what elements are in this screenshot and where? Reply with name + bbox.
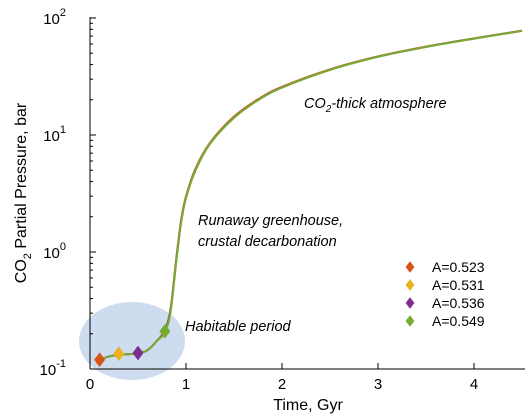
legend-marker — [405, 261, 415, 273]
legend-label: A=0.531 — [432, 277, 485, 293]
legend-label: A=0.523 — [432, 259, 485, 275]
x-tick-label: 3 — [374, 376, 382, 393]
legend-label: A=0.536 — [432, 295, 485, 311]
y-axis-label: CO2 Partial Pressure, bar — [13, 102, 34, 283]
annotation-co2-thick-atmosphere: CO2-thick atmosphere — [304, 96, 447, 115]
y-tick-label: 100 — [43, 241, 66, 262]
y-tick-label: 10-1 — [40, 358, 66, 379]
habitable-period-highlight — [79, 302, 185, 380]
legend-marker — [405, 279, 415, 291]
x-tick-label: 4 — [470, 376, 478, 393]
annotation-runaway-greenhouse-line1: Runaway greenhouse, — [198, 213, 343, 229]
legend-marker — [405, 297, 415, 309]
series-marker — [94, 352, 106, 368]
annotation-runaway-greenhouse-line2: crustal decarbonation — [198, 234, 337, 250]
legend-label: A=0.549 — [432, 313, 485, 329]
series-marker — [132, 345, 144, 361]
series-marker — [113, 346, 125, 362]
x-tick-label: 1 — [182, 376, 190, 393]
x-tick-label: 2 — [278, 376, 286, 393]
y-tick-label: 101 — [43, 124, 66, 145]
annotation-habitable-period: Habitable period — [185, 319, 292, 335]
series-markers — [94, 323, 171, 368]
x-tick-label: 0 — [86, 376, 94, 393]
legend: A=0.523 A=0.531 A=0.536 A=0.549 — [405, 259, 485, 329]
y-tick-label: 102 — [43, 7, 66, 28]
legend-marker — [405, 315, 415, 327]
x-axis-label: Time, Gyr — [273, 397, 343, 414]
series-marker — [159, 323, 171, 339]
